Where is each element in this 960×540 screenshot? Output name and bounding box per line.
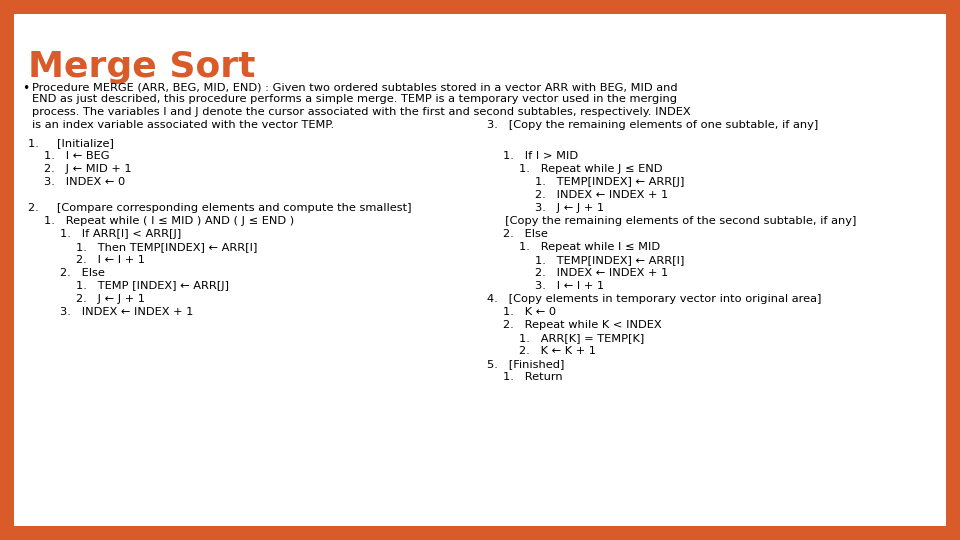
Bar xyxy=(0,526,960,540)
Text: 3.   INDEX ← INDEX + 1: 3. INDEX ← INDEX + 1 xyxy=(60,307,193,317)
Bar xyxy=(946,0,960,540)
Bar xyxy=(0,0,14,540)
Text: 3.   INDEX ← 0: 3. INDEX ← 0 xyxy=(44,177,125,187)
Text: 1.   If I > MID: 1. If I > MID xyxy=(503,151,578,161)
Text: Procedure MERGE (ARR, BEG, MID, END) : Given two ordered subtables stored in a v: Procedure MERGE (ARR, BEG, MID, END) : G… xyxy=(32,82,678,92)
Text: 2.   J ← MID + 1: 2. J ← MID + 1 xyxy=(44,164,132,174)
Text: 1.   If ARR[I] < ARR[J]: 1. If ARR[I] < ARR[J] xyxy=(60,229,181,239)
Text: is an index variable associated with the vector TEMP.: is an index variable associated with the… xyxy=(32,119,334,130)
Text: END as just described, this procedure performs a simple merge. TEMP is a tempora: END as just described, this procedure pe… xyxy=(32,94,677,105)
Text: 2.   INDEX ← INDEX + 1: 2. INDEX ← INDEX + 1 xyxy=(535,190,668,200)
Text: 1.   ARR[K] = TEMP[K]: 1. ARR[K] = TEMP[K] xyxy=(519,333,644,343)
Text: 1.     [Initialize]: 1. [Initialize] xyxy=(28,138,114,148)
Text: •: • xyxy=(22,82,29,95)
Text: 3.   J ← J + 1: 3. J ← J + 1 xyxy=(535,203,604,213)
Text: 5.   [Finished]: 5. [Finished] xyxy=(487,359,564,369)
Text: 1.   TEMP[INDEX] ← ARR[I]: 1. TEMP[INDEX] ← ARR[I] xyxy=(535,255,684,265)
Text: 2.   Else: 2. Else xyxy=(503,229,548,239)
Text: 1.   K ← 0: 1. K ← 0 xyxy=(503,307,556,317)
Text: [Copy the remaining elements of the second subtable, if any]: [Copy the remaining elements of the seco… xyxy=(487,216,856,226)
Bar xyxy=(0,0,960,14)
Text: 2.   Repeat while K < INDEX: 2. Repeat while K < INDEX xyxy=(503,320,661,330)
Text: 1.   I ← BEG: 1. I ← BEG xyxy=(44,151,109,161)
Text: 2.   I ← I + 1: 2. I ← I + 1 xyxy=(76,255,145,265)
Text: 2.     [Compare corresponding elements and compute the smallest]: 2. [Compare corresponding elements and c… xyxy=(28,203,412,213)
Text: 2.   K ← K + 1: 2. K ← K + 1 xyxy=(519,346,596,356)
Text: 4.   [Copy elements in temporary vector into original area]: 4. [Copy elements in temporary vector in… xyxy=(487,294,822,304)
Text: Merge Sort: Merge Sort xyxy=(28,50,255,84)
Text: 1.   Return: 1. Return xyxy=(503,372,563,382)
Text: 3.   [Copy the remaining elements of one subtable, if any]: 3. [Copy the remaining elements of one s… xyxy=(487,119,818,130)
Text: 1.   Repeat while ( I ≤ MID ) AND ( J ≤ END ): 1. Repeat while ( I ≤ MID ) AND ( J ≤ EN… xyxy=(44,216,294,226)
Text: 3.   I ← I + 1: 3. I ← I + 1 xyxy=(535,281,604,291)
Text: 1.   TEMP[INDEX] ← ARR[J]: 1. TEMP[INDEX] ← ARR[J] xyxy=(535,177,684,187)
Text: 2.   INDEX ← INDEX + 1: 2. INDEX ← INDEX + 1 xyxy=(535,268,668,278)
Text: 1.   Repeat while J ≤ END: 1. Repeat while J ≤ END xyxy=(519,164,662,174)
Text: 1.   Repeat while I ≤ MID: 1. Repeat while I ≤ MID xyxy=(519,242,660,252)
Text: process. The variables I and J denote the cursor associated with the first and s: process. The variables I and J denote th… xyxy=(32,107,690,117)
Text: 2.   J ← J + 1: 2. J ← J + 1 xyxy=(76,294,145,304)
Text: 1.   TEMP [INDEX] ← ARR[J]: 1. TEMP [INDEX] ← ARR[J] xyxy=(76,281,229,291)
Text: 2.   Else: 2. Else xyxy=(60,268,105,278)
Text: 1.   Then TEMP[INDEX] ← ARR[I]: 1. Then TEMP[INDEX] ← ARR[I] xyxy=(76,242,257,252)
